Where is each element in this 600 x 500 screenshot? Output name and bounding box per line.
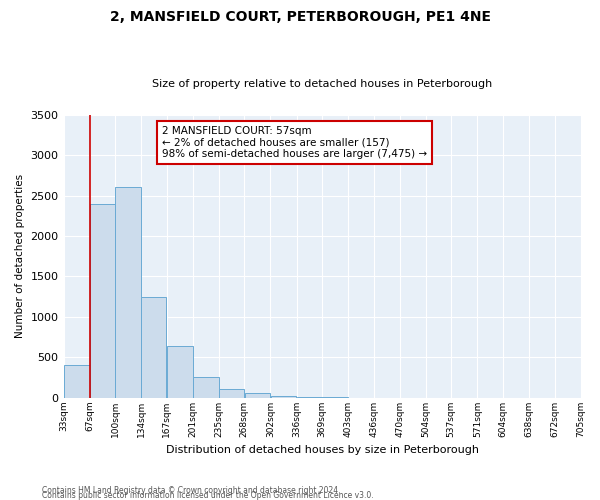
Bar xyxy=(245,394,270,398)
Bar xyxy=(142,296,166,398)
Bar xyxy=(115,188,141,398)
Text: 2 MANSFIELD COURT: 57sqm
← 2% of detached houses are smaller (157)
98% of semi-d: 2 MANSFIELD COURT: 57sqm ← 2% of detache… xyxy=(162,126,427,160)
Bar xyxy=(271,396,296,398)
Text: Contains HM Land Registry data © Crown copyright and database right 2024.: Contains HM Land Registry data © Crown c… xyxy=(42,486,341,495)
Text: 2, MANSFIELD COURT, PETERBOROUGH, PE1 4NE: 2, MANSFIELD COURT, PETERBOROUGH, PE1 4N… xyxy=(110,10,491,24)
Bar xyxy=(219,390,244,398)
Bar xyxy=(167,346,193,398)
Text: Contains public sector information licensed under the Open Government Licence v3: Contains public sector information licen… xyxy=(42,491,374,500)
Y-axis label: Number of detached properties: Number of detached properties xyxy=(15,174,25,338)
Bar xyxy=(64,365,89,398)
Bar xyxy=(193,376,219,398)
Title: Size of property relative to detached houses in Peterborough: Size of property relative to detached ho… xyxy=(152,79,492,89)
Bar xyxy=(90,204,115,398)
X-axis label: Distribution of detached houses by size in Peterborough: Distribution of detached houses by size … xyxy=(166,445,479,455)
